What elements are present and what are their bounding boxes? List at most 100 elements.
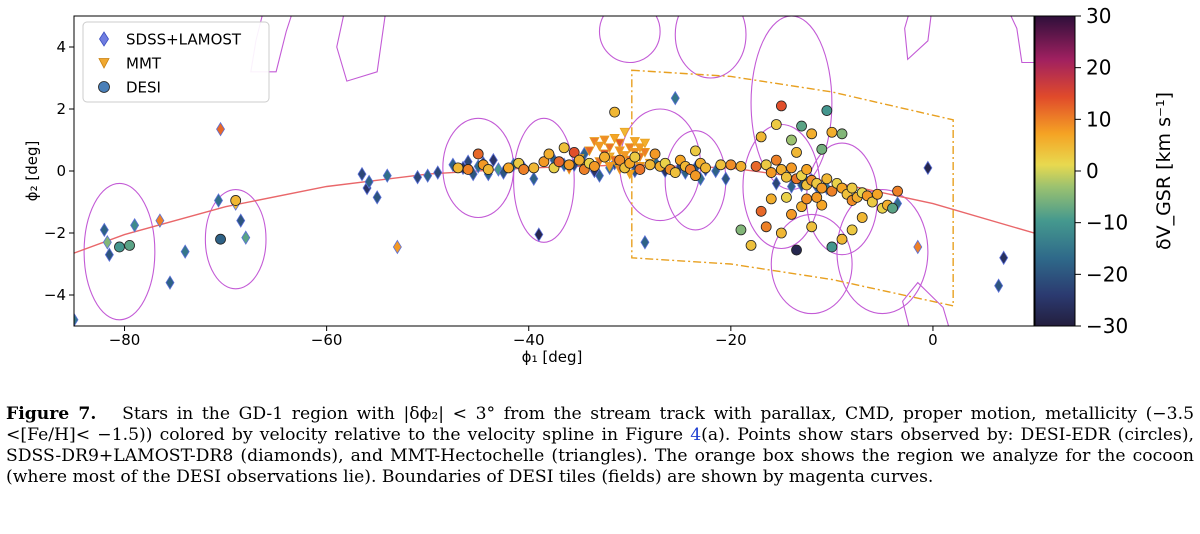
- sdss-lamost-point: [155, 213, 165, 228]
- x-tick-label: −20: [715, 331, 747, 349]
- desi-point: [775, 100, 787, 112]
- sdss-lamost-point: [433, 165, 443, 180]
- desi-point: [755, 131, 767, 143]
- x-tick-label: −60: [311, 331, 343, 349]
- desi-point: [230, 195, 242, 206]
- desi-point: [518, 164, 530, 175]
- sdss-lamost-point: [165, 275, 175, 290]
- sdss-lamost-point: [994, 278, 1004, 293]
- desi-point: [801, 164, 813, 175]
- x-tick-label: 0: [928, 331, 938, 349]
- sdss-lamost-point: [392, 239, 402, 255]
- desi-point: [826, 126, 838, 138]
- sdss-lamost-point: [488, 152, 498, 168]
- desi-point: [765, 193, 777, 205]
- sdss-lamost-point: [74, 312, 79, 326]
- desi-point: [866, 196, 878, 208]
- desi-point: [538, 156, 550, 168]
- desi-point: [801, 193, 813, 205]
- y-tick-label: −2: [44, 224, 66, 242]
- desi-point: [786, 134, 797, 146]
- mmt-point: [604, 161, 615, 172]
- desi-tile-boundary: [1010, 16, 1034, 64]
- desi-point: [755, 205, 767, 217]
- mmt-point: [629, 137, 641, 147]
- desi-point: [770, 154, 782, 166]
- desi-point: [836, 233, 848, 245]
- mmt-point: [599, 135, 610, 146]
- sdss-lamost-point: [534, 227, 544, 242]
- desi-point: [715, 159, 727, 171]
- desi-tile-boundary: [770, 213, 853, 315]
- desi-point: [781, 191, 792, 203]
- desi-point: [589, 160, 600, 172]
- desi-point: [770, 119, 782, 130]
- desi-point: [887, 202, 898, 214]
- sdss-lamost-point: [999, 250, 1009, 266]
- sdss-lamost-point: [130, 217, 140, 233]
- desi-point: [614, 154, 626, 166]
- figure-caption: Figure 7. Stars in the GD-1 region with …: [6, 404, 1194, 488]
- desi-point: [735, 160, 747, 172]
- colorbar-gradient: [1034, 15, 1076, 327]
- desi-point: [806, 221, 818, 233]
- desi-tile-boundary: [83, 182, 156, 321]
- legend-marker-diamond: [99, 31, 109, 47]
- data-points: [74, 90, 1009, 326]
- desi-tile-boundary: [204, 189, 267, 290]
- sdss-lamost-point: [180, 244, 190, 259]
- sdss-lamost-point: [99, 222, 109, 238]
- desi-point: [573, 154, 585, 166]
- desi-point: [462, 164, 474, 175]
- desi-point: [482, 164, 494, 175]
- desi-tile-boundary: [902, 281, 950, 326]
- plot-area: [74, 16, 1034, 326]
- colorbar-tick-label: 0: [1086, 159, 1099, 183]
- desi-point: [816, 199, 828, 211]
- desi-point: [760, 221, 772, 233]
- sdss-lamost-point: [102, 235, 112, 250]
- mmt-point: [604, 143, 615, 154]
- desi-point: [796, 120, 807, 132]
- sdss-lamost-point: [595, 168, 604, 183]
- desi-tile-boundary: [336, 16, 386, 82]
- desi-tile-boundary: [674, 16, 747, 79]
- cocoon-region-box: [631, 69, 954, 307]
- figure-reference-link[interactable]: 4: [690, 425, 702, 445]
- legend-marker-circle: [98, 81, 110, 93]
- desi-point: [750, 160, 762, 172]
- legend-box: [82, 21, 270, 103]
- sdss-lamost-point: [357, 166, 367, 182]
- sdss-lamost-point: [923, 160, 933, 176]
- desi-point: [215, 233, 226, 245]
- desi-point: [760, 159, 772, 171]
- desi-point: [528, 162, 540, 174]
- desi-point: [806, 128, 818, 140]
- sdss-lamost-point: [241, 230, 251, 245]
- sdss-lamost-point: [364, 174, 374, 190]
- colorbar-tick-label: −20: [1086, 262, 1128, 286]
- colorbar-ticks: 30 20 10 0 −10 −20 −30: [1075, 4, 1128, 338]
- desi-point: [745, 239, 757, 251]
- caption-text-part2: (a). Points show stars observed by: DESI…: [6, 425, 1194, 487]
- colorbar-tick-label: −10: [1086, 211, 1128, 235]
- desi-point: [871, 188, 883, 200]
- y-axis-label: ϕ₂ [deg]: [23, 141, 41, 202]
- sdss-lamost-point: [214, 193, 223, 208]
- desi-point: [826, 185, 838, 197]
- y-tick-label: 0: [56, 162, 66, 180]
- colorbar: 30 20 10 0 −10 −20 −30 δV_GSR [km s⁻¹]: [1034, 4, 1175, 338]
- colorbar-tick-label: 20: [1086, 56, 1111, 80]
- mmt-point: [594, 141, 605, 152]
- desi-point: [791, 244, 802, 256]
- desi-tile-boundary: [598, 16, 661, 64]
- y-tick-label: 4: [56, 38, 66, 56]
- desi-point: [765, 167, 777, 178]
- legend: SDSS+LAMOST MMT DESI: [82, 21, 270, 103]
- sdss-lamost-point: [787, 179, 796, 194]
- sdss-lamost-point: [104, 247, 114, 262]
- desi-point: [690, 145, 701, 157]
- desi-point: [558, 142, 570, 154]
- desi-point: [791, 146, 802, 158]
